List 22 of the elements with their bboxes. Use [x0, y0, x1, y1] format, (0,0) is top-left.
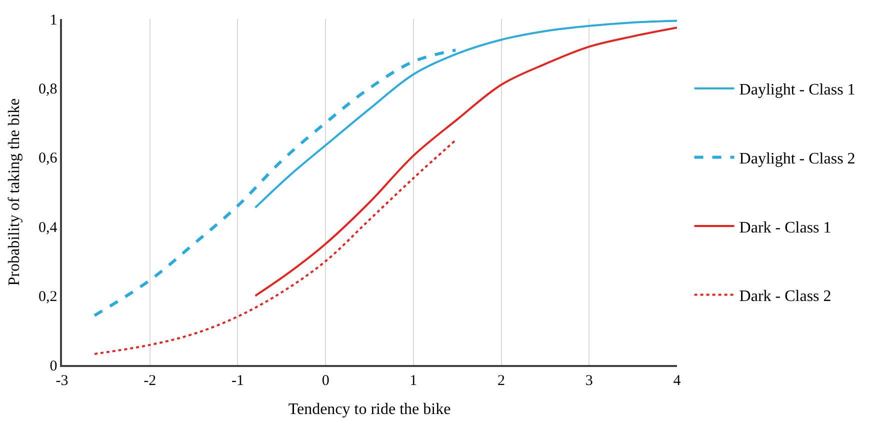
y-tick-label: 1 [50, 12, 58, 28]
x-tick-label: 1 [410, 372, 418, 389]
legend-label: Dark - Class 1 [739, 219, 832, 236]
x-tick-label: 2 [498, 372, 506, 389]
y-tick-label: 0,8 [38, 81, 58, 98]
y-tick-label: 0,2 [38, 289, 58, 306]
x-tick-label: 0 [322, 372, 330, 389]
legend-label: Daylight - Class 1 [739, 82, 856, 99]
x-axis-title: Tendency to ride the bike [288, 400, 451, 418]
x-tick-label: 3 [585, 372, 593, 389]
legend-label: Dark - Class 2 [739, 288, 832, 306]
line-series [254, 26, 677, 297]
legend-label: Daylight - Class 2 [739, 150, 856, 168]
y-axis-title: Probability of taking the bike [6, 98, 23, 286]
x-tick-label: -1 [231, 372, 244, 389]
y-tick-label: 0 [50, 358, 58, 374]
x-tick-label: -2 [144, 372, 156, 389]
y-tick-label: 0,6 [38, 150, 58, 167]
x-tick-label: -3 [56, 372, 68, 389]
y-tick-label: 0,4 [38, 220, 58, 236]
line-series [94, 139, 457, 355]
x-tick-label: 4 [673, 372, 682, 389]
